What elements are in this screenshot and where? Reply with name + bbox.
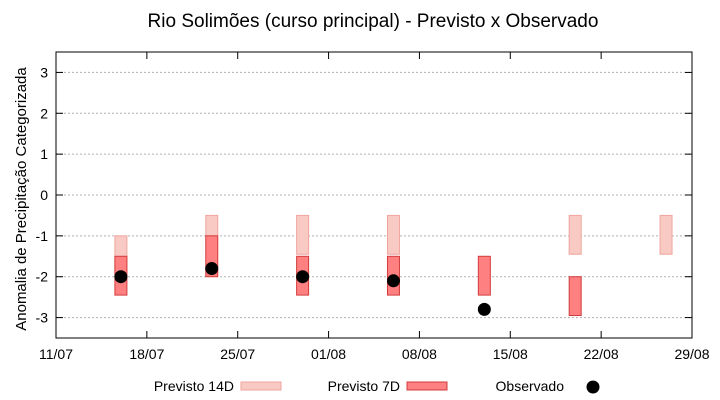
x-tick-label: 15/08 — [493, 346, 528, 362]
legend-item-observado: Observado — [496, 378, 600, 394]
point-observado — [386, 274, 400, 288]
chart-title: Rio Solimões (curso principal) - Previst… — [148, 11, 599, 32]
axis-ticks: -3 -2 -1 0 1 2 3 11/07 18/07 25/07 01/08 08/08 15/08… — [36, 52, 710, 362]
x-tick-label: 01/08 — [311, 346, 346, 362]
y-tick-label: 3 — [40, 64, 48, 80]
legend-label-previsto-14d: Previsto 14D — [154, 378, 234, 394]
y-tick-label: 1 — [40, 146, 48, 162]
bar-previsto-14d — [568, 214, 582, 255]
y-tick-label: 0 — [40, 187, 48, 203]
bar-previsto-14d — [296, 214, 310, 255]
legend-swatch-previsto-7d — [406, 381, 448, 391]
legend-swatch-previsto-14d — [240, 381, 282, 391]
y-tick-label: -2 — [36, 269, 49, 285]
series-observado — [114, 262, 491, 316]
bar-previsto-7d — [477, 255, 491, 296]
series-previsto-7d — [114, 235, 582, 317]
y-tick-label: -3 — [36, 310, 49, 326]
point-observado — [296, 270, 310, 284]
bar-previsto-7d — [568, 276, 582, 317]
y-tick-label: -1 — [36, 228, 49, 244]
bar-previsto-14d — [386, 214, 400, 255]
y-tick-label: 2 — [40, 105, 48, 121]
x-tick-label: 08/08 — [402, 346, 437, 362]
x-tick-label: 11/07 — [39, 346, 73, 362]
point-observado — [205, 262, 219, 276]
legend-marker-observado — [586, 380, 600, 394]
x-tick-label: 22/08 — [584, 346, 619, 362]
legend-item-previsto-14d: Previsto 14D — [154, 378, 282, 394]
x-tick-label: 29/08 — [674, 346, 709, 362]
x-tick-label: 25/07 — [220, 346, 255, 362]
x-tick-label: 18/07 — [129, 346, 164, 362]
point-observado — [477, 302, 491, 316]
bar-previsto-14d — [205, 214, 219, 237]
bar-previsto-14d — [659, 214, 673, 255]
grid-lines — [56, 71, 692, 319]
legend-item-previsto-7d: Previsto 7D — [328, 378, 448, 394]
y-axis-label: Anomalia de Precipitação Categorizada — [13, 67, 30, 331]
legend-label-previsto-7d: Previsto 7D — [328, 378, 400, 394]
point-observado — [114, 270, 128, 284]
legend: Previsto 14D Previsto 7D Observado — [154, 378, 600, 394]
legend-label-observado: Observado — [496, 378, 565, 394]
